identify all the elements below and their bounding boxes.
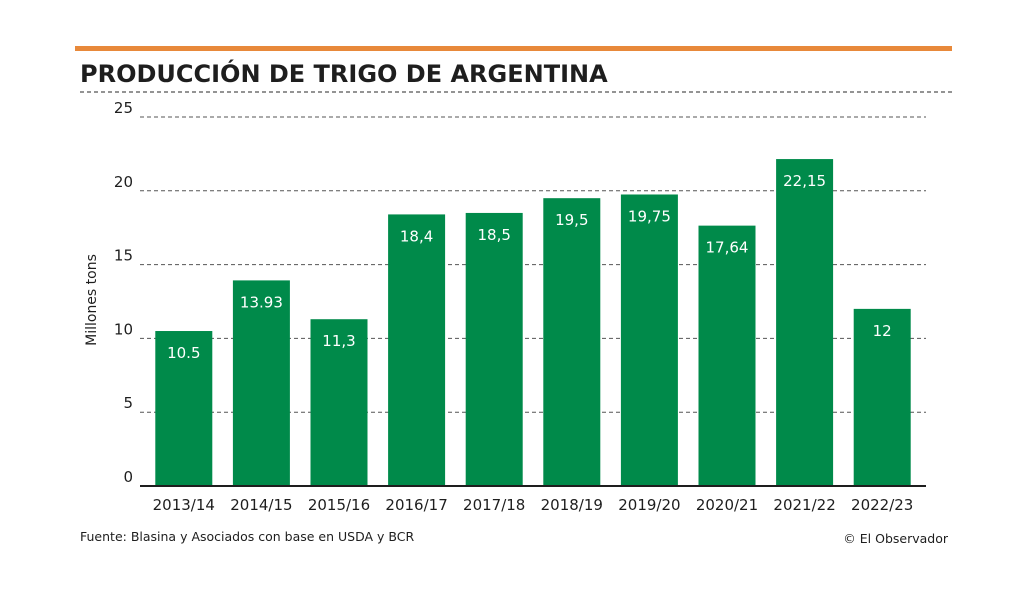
- bar-value-label: 19,75: [628, 207, 671, 225]
- bars: [155, 159, 911, 487]
- bar: [853, 308, 911, 486]
- bar: [465, 212, 523, 486]
- x-category-label: 2013/14: [153, 496, 215, 514]
- bar-value-label: 11,3: [322, 332, 355, 350]
- bar-value-label: 12: [873, 322, 892, 340]
- y-tick-label: 25: [114, 99, 133, 117]
- y-tick-label: 20: [114, 173, 133, 191]
- bar-value-label: 18,4: [400, 227, 433, 245]
- bar-value-label: 17,64: [706, 239, 749, 257]
- bar-value-label: 13.93: [240, 293, 283, 311]
- x-category-label: 2018/19: [541, 496, 603, 514]
- bar: [232, 280, 290, 486]
- bar: [155, 331, 213, 486]
- y-tick-label: 15: [114, 247, 133, 265]
- bar: [543, 198, 601, 486]
- bar-value-label: 19,5: [555, 211, 588, 229]
- y-tick-label: 0: [123, 468, 133, 486]
- top-accent-bar: [75, 46, 952, 51]
- x-category-label: 2017/18: [463, 496, 525, 514]
- x-category-label: 2015/16: [308, 496, 370, 514]
- bar-value-label: 22,15: [783, 172, 826, 190]
- y-tick-label: 5: [123, 394, 133, 412]
- bar: [776, 159, 834, 487]
- bar-value-label: 18,5: [477, 226, 510, 244]
- source-note: Fuente: Blasina y Asociados con base en …: [80, 529, 414, 544]
- credit-note: © El Observador: [843, 531, 949, 546]
- bar-value-label: 10.5: [167, 344, 200, 362]
- y-axis-label: Millones tons: [84, 254, 100, 346]
- y-tick-label: 10: [114, 320, 133, 338]
- labels: 0 5 10 15 20 25 10.5 2013/14 13.93 2014/15 11,3 201…: [114, 99, 913, 514]
- x-category-label: 2022/23: [851, 496, 913, 514]
- x-category-label: 2014/15: [230, 496, 292, 514]
- x-category-label: 2019/20: [618, 496, 680, 514]
- bar: [388, 214, 446, 486]
- x-category-label: 2016/17: [385, 496, 447, 514]
- bar: [620, 194, 678, 487]
- bar: [310, 319, 368, 486]
- x-category-label: 2020/21: [696, 496, 758, 514]
- x-category-label: 2021/22: [773, 496, 835, 514]
- chart-title: PRODUCCIÓN DE TRIGO DE ARGENTINA: [80, 58, 608, 88]
- bar: [698, 225, 756, 486]
